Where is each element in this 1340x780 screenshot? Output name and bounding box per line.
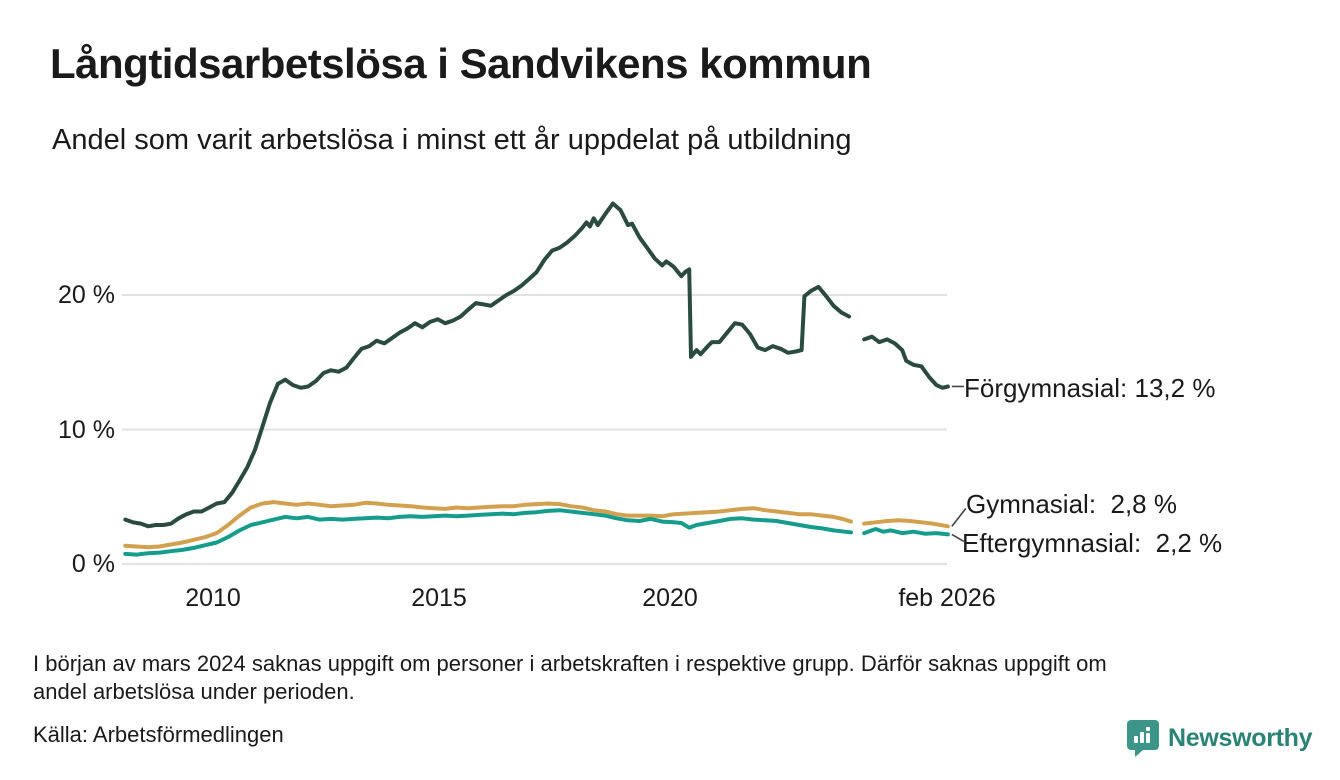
newsworthy-logo: Newsworthy [1126,719,1313,757]
series-label-eftergymnasial: Eftergymnasial: 2,2 % [962,528,1223,558]
page-title: Långtidsarbetslösa i Sandvikens kommun [50,40,872,87]
x-axis-tick-2010: 2010 [185,584,241,612]
footnote-line-1: I början av mars 2024 saknas uppgift om … [33,651,1107,676]
newsworthy-wordmark: Newsworthy [1168,723,1313,752]
newsworthy-chart-bubble-icon [1126,719,1160,757]
series-line-eftergymnasial [123,508,853,557]
source-attribution: Källa: Arbetsförmedlingen [33,722,284,747]
series-line-gymnasial [862,518,950,529]
series-label-gymnasial: Gymnasial: 2,8 % [966,489,1177,519]
series-line-gymnasial [123,500,853,550]
label-connector-gymnasial [951,507,967,527]
series-line-eftergymnasial [862,527,950,537]
page-subtitle: Andel som varit arbetslösa i minst ett å… [52,124,852,156]
footnote-line-2: andel arbetslösa under perioden. [33,679,355,704]
series-line-förgymnasial [862,334,950,390]
y-axis-tick-10: 10 % [58,416,115,444]
series-line-förgymnasial [123,201,852,529]
y-axis-tick-0: 0 % [71,550,115,578]
x-axis-tick-2015: 2015 [411,584,467,612]
footnote: I början av mars 2024 saknas uppgift om … [33,650,1107,706]
x-axis-tick-2020: 2020 [642,584,698,612]
x-axis-tick-feb2026: feb 2026 [898,584,996,612]
series-label-forgymnasial: Förgymnasial: 13,2 % [964,373,1216,403]
y-axis-tick-20: 20 % [58,281,115,309]
